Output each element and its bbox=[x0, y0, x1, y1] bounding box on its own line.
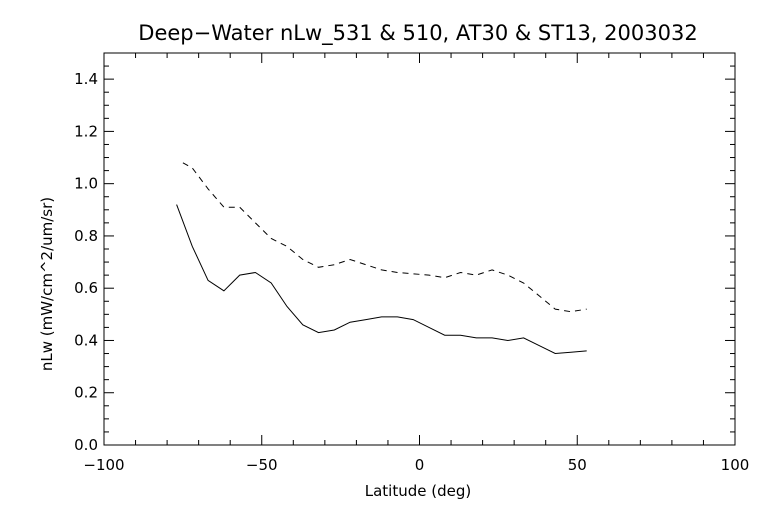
y-tick-label: 0.2 bbox=[74, 384, 98, 402]
series-lines bbox=[176, 162, 587, 355]
x-tick-label: 100 bbox=[721, 456, 750, 474]
chart-title: Deep−Water nLw_531 & 510, AT30 & ST13, 2… bbox=[138, 21, 697, 46]
x-tick-label: −50 bbox=[246, 456, 278, 474]
series-line-solid bbox=[176, 204, 587, 355]
x-tick-label: 50 bbox=[568, 456, 587, 474]
axis-ticks bbox=[103, 52, 736, 446]
plot-frame bbox=[103, 52, 736, 446]
y-tick-label: 0.0 bbox=[74, 436, 98, 454]
y-tick-label: 1.2 bbox=[74, 122, 98, 140]
y-tick-label: 0.8 bbox=[74, 227, 98, 245]
y-tick-label: 0.4 bbox=[74, 331, 98, 349]
x-axis-label: Latitude (deg) bbox=[365, 482, 471, 500]
series-line-dashed bbox=[182, 162, 587, 313]
y-tick-label: 0.6 bbox=[74, 279, 98, 297]
y-tick-label: 1.0 bbox=[74, 175, 98, 193]
x-tick-label: 0 bbox=[415, 456, 425, 474]
x-tick-label: −100 bbox=[83, 456, 124, 474]
y-axis-label: nLw (mW/cm^2/um/sr) bbox=[38, 197, 56, 371]
tick-labels: −100 −50 0 50 100 0.0 0.2 0.4 0.6 0.8 1.0 1.2 1.4 bbox=[74, 70, 749, 474]
y-tick-label: 1.4 bbox=[74, 70, 98, 88]
